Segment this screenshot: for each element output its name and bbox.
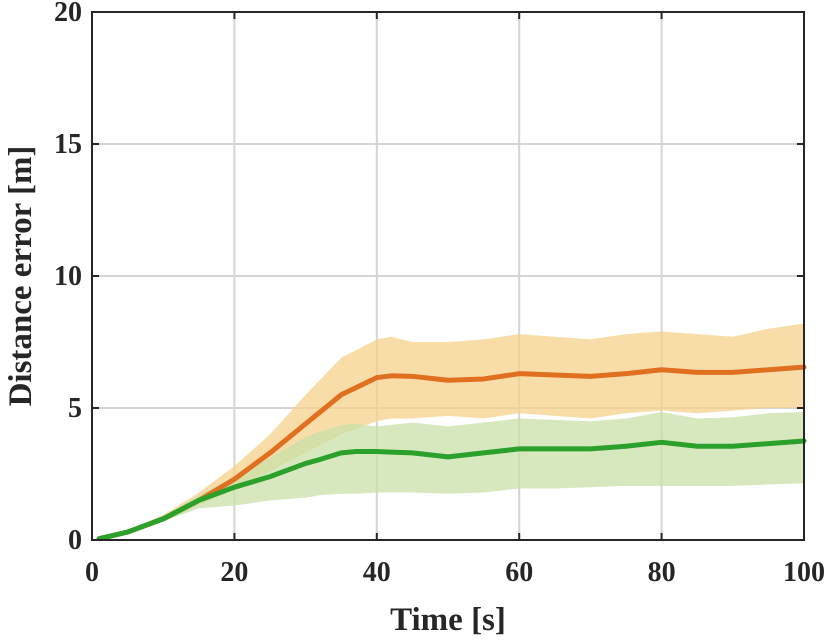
- x-tick-label: 0: [85, 557, 99, 588]
- y-tick-label: 5: [68, 393, 82, 424]
- x-tick-label: 40: [363, 557, 391, 588]
- x-axis-title: Time [s]: [390, 602, 506, 638]
- y-tick-label: 0: [68, 525, 82, 556]
- y-tick-label: 20: [54, 0, 82, 28]
- x-tick-label: 60: [505, 557, 533, 588]
- x-tick-label: 80: [648, 557, 676, 588]
- green-mean-band: [99, 411, 805, 540]
- y-tick-label: 10: [54, 261, 82, 292]
- orange-mean-line: [96, 364, 807, 542]
- y-tick-label: 15: [54, 129, 82, 160]
- x-tick-label: 20: [220, 557, 248, 588]
- green-mean-line: [96, 438, 807, 542]
- axis-ticks: 0 20 40 60 80 100 0 5 10 15 20: [54, 0, 825, 588]
- confidence-bands: [99, 323, 805, 540]
- x-tick-label: 100: [783, 557, 825, 588]
- series-lines: [96, 364, 807, 542]
- y-axis-title: Distance error [m]: [3, 146, 39, 407]
- orange-mean-band: [99, 323, 805, 540]
